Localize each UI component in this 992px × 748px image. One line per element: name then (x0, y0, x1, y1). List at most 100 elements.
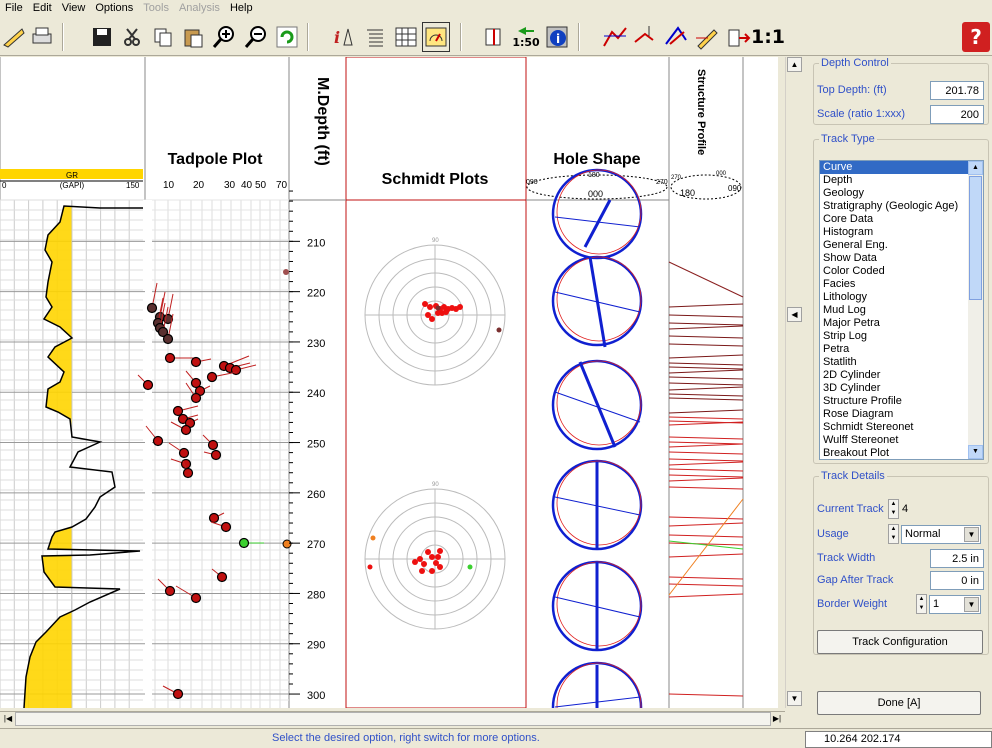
svg-text:i: i (334, 28, 340, 47)
track-type-item[interactable]: Geology (823, 187, 864, 199)
track-list-scrollbar[interactable]: ▲ ▼ (968, 161, 983, 459)
track-type-item[interactable]: Strip Log (823, 330, 868, 342)
track-type-item[interactable]: Statlith (823, 356, 857, 368)
border-weight-dropdown-icon[interactable]: ▼ (964, 597, 979, 612)
structure-line (668, 303, 744, 308)
track-type-item[interactable]: Lithology (823, 291, 868, 303)
track-type-item[interactable]: Curve (820, 161, 970, 174)
grid-icon[interactable] (392, 22, 420, 52)
usage-dropdown-icon[interactable]: ▼ (964, 527, 979, 542)
structure-line (668, 542, 744, 546)
usage-spinner[interactable]: ▲ ▼ (888, 524, 899, 544)
list-scroll-up-icon[interactable]: ▲ (968, 161, 983, 175)
track-type-item[interactable]: 2D Cylinder (823, 369, 881, 381)
depth-label: 270 (307, 539, 325, 551)
menu-analysis[interactable]: Analysis (178, 2, 220, 14)
track-type-item[interactable]: Major Petra (823, 317, 880, 329)
horizontal-scrollbar[interactable]: |◀ ▶| (0, 711, 785, 727)
gap-input[interactable] (930, 571, 984, 590)
track-type-item[interactable]: Facies (823, 278, 856, 290)
menu-options[interactable]: Options (95, 2, 134, 14)
track-type-item[interactable]: Histogram (823, 226, 874, 238)
vertical-scrollbar[interactable]: ▲ ◀ ▼ (785, 57, 803, 708)
save-icon[interactable] (88, 22, 116, 52)
current-track-spinner[interactable]: ▲ ▼ (888, 499, 899, 519)
structure-line (668, 393, 744, 397)
track-type-item[interactable]: Stratigraphy (Geologic Age) (823, 200, 959, 212)
export-icon[interactable] (724, 22, 752, 52)
ruler-icon[interactable] (0, 22, 28, 52)
tadpole-dot (152, 435, 164, 447)
hole-az-bottom: 000 (588, 189, 603, 199)
track-type-item[interactable]: Breakout Plot (823, 447, 890, 459)
menu-edit[interactable]: Edit (32, 2, 52, 14)
about-icon[interactable]: i (543, 22, 571, 52)
help-icon[interactable]: ? (962, 22, 990, 52)
scroll-first-icon[interactable]: |◀ (3, 714, 13, 723)
copy-icon[interactable] (149, 22, 177, 52)
print-icon[interactable] (28, 22, 56, 52)
structure-line (668, 534, 744, 538)
horizontal-scroll-thumb[interactable] (15, 712, 771, 726)
status-message: Select the desired option, right switch … (272, 732, 540, 744)
track-type-item[interactable]: General Eng. (823, 239, 888, 251)
tadpole-dot (190, 592, 202, 604)
zoom-out-icon[interactable] (242, 22, 270, 52)
track-layout-icon[interactable] (480, 22, 508, 52)
border-weight-spinner[interactable]: ▲ ▼ (916, 594, 927, 614)
text-list-icon[interactable] (361, 22, 389, 52)
pencil-icon[interactable] (693, 22, 721, 52)
usage-select[interactable]: Normal ▼ (901, 525, 981, 544)
scroll-down-icon[interactable]: ▼ (787, 691, 802, 706)
menu-tools[interactable]: Tools (143, 2, 169, 14)
track-type-item[interactable]: Core Data (823, 213, 874, 225)
track-type-list[interactable]: Curve Depth Geology Stratigraphy (Geologic … (819, 160, 984, 460)
info-icon[interactable]: i (330, 22, 358, 52)
svg-text:i: i (556, 32, 560, 46)
list-scroll-thumb[interactable] (969, 176, 982, 300)
log-area[interactable]: GR (GAPI) 0 150 Tadpole Plot 10 20 30 40 50 70 M.De… (0, 57, 778, 708)
gauge-icon[interactable] (422, 22, 450, 52)
scroll-mid-icon[interactable]: ◀ (787, 307, 802, 322)
menu-help[interactable]: Help (229, 2, 253, 14)
track-type-item[interactable]: Rose Diagram (823, 408, 894, 420)
tadpole-dot (220, 521, 232, 533)
scroll-last-icon[interactable]: ▶| (772, 714, 782, 723)
menu-file[interactable]: File (5, 2, 23, 14)
track-type-item[interactable]: 3D Cylinder (823, 382, 881, 394)
track-type-item[interactable]: Color Coded (823, 265, 885, 277)
top-depth-input[interactable] (930, 81, 984, 100)
log-canvas[interactable]: GR(GAPI) 0 150 Tadpole Plot 10 20 30 40 50 70 M.De… (0, 57, 778, 708)
scale-icon[interactable]: 1:50 (512, 22, 540, 52)
menu-view[interactable]: View (61, 2, 86, 14)
tadpole-dot (208, 512, 220, 524)
tadpole-dot (182, 467, 194, 479)
depth-label: 280 (307, 589, 325, 601)
track-type-item[interactable]: Mud Log (823, 304, 866, 316)
cross-section-icon[interactable] (663, 22, 691, 52)
list-scroll-down-icon[interactable]: ▼ (968, 445, 983, 459)
track-type-item[interactable]: Schmidt Stereonet (823, 421, 914, 433)
tadpole-dot (190, 356, 202, 368)
done-button[interactable]: Done [A] (817, 691, 981, 715)
track-type-item[interactable]: Wulff Stereonet (823, 434, 899, 446)
zoom-in-icon[interactable] (210, 22, 238, 52)
hole-caliper (556, 662, 642, 708)
scroll-up-icon[interactable]: ▲ (787, 57, 802, 72)
scale-input[interactable] (930, 105, 984, 124)
track-type-item[interactable]: Show Data (823, 252, 877, 264)
map-flag-icon[interactable] (632, 22, 660, 52)
border-weight-select[interactable]: 1 ▼ (929, 595, 981, 614)
track-type-item[interactable]: Structure Profile (823, 395, 902, 407)
paste-icon[interactable] (179, 22, 207, 52)
track-configuration-button[interactable]: Track Configuration (817, 630, 983, 654)
track-type-item[interactable]: Depth (823, 174, 853, 186)
structure-line (668, 382, 744, 386)
track-type-item[interactable]: Petra (823, 343, 850, 355)
stereonet-pole (367, 564, 373, 570)
track-width-input[interactable] (930, 549, 984, 568)
cut-icon[interactable] (118, 22, 146, 52)
ratio-button[interactable]: 1:1 (750, 26, 786, 48)
refresh-icon[interactable] (273, 22, 301, 52)
map-icon[interactable] (601, 22, 629, 52)
